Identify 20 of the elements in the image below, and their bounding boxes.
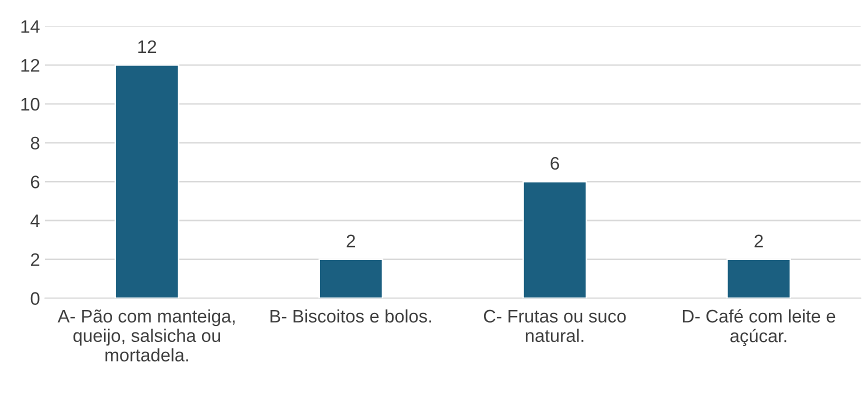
bar bbox=[114, 64, 180, 298]
y-tick-label: 6 bbox=[30, 176, 40, 188]
y-tick-label: 0 bbox=[30, 292, 40, 305]
data-label: 2 bbox=[346, 234, 355, 248]
data-label: 6 bbox=[550, 156, 560, 170]
data-label: 12 bbox=[138, 40, 156, 53]
y-tick-label: 12 bbox=[21, 58, 40, 72]
y-tick-label: 4 bbox=[30, 214, 40, 228]
y-tick-label: 2 bbox=[30, 253, 40, 266]
x-tick-label: B- Biscoitos e bolos. bbox=[270, 309, 432, 323]
y-tick-label: 14 bbox=[21, 20, 40, 33]
y-tick-label: 10 bbox=[21, 98, 40, 111]
bar bbox=[318, 258, 384, 298]
x-tick-label: A- Pão com manteiga, queijo, salsicha ou mortadela. bbox=[58, 309, 235, 362]
bar bbox=[726, 258, 792, 298]
x-tick-label: C- Frutas ou suco natural. bbox=[484, 310, 626, 342]
y-tick-label: 8 bbox=[30, 136, 40, 150]
data-label: 2 bbox=[754, 234, 763, 248]
bar bbox=[522, 180, 588, 298]
x-tick-label: D- Café com leite e açúcar. bbox=[682, 309, 836, 346]
